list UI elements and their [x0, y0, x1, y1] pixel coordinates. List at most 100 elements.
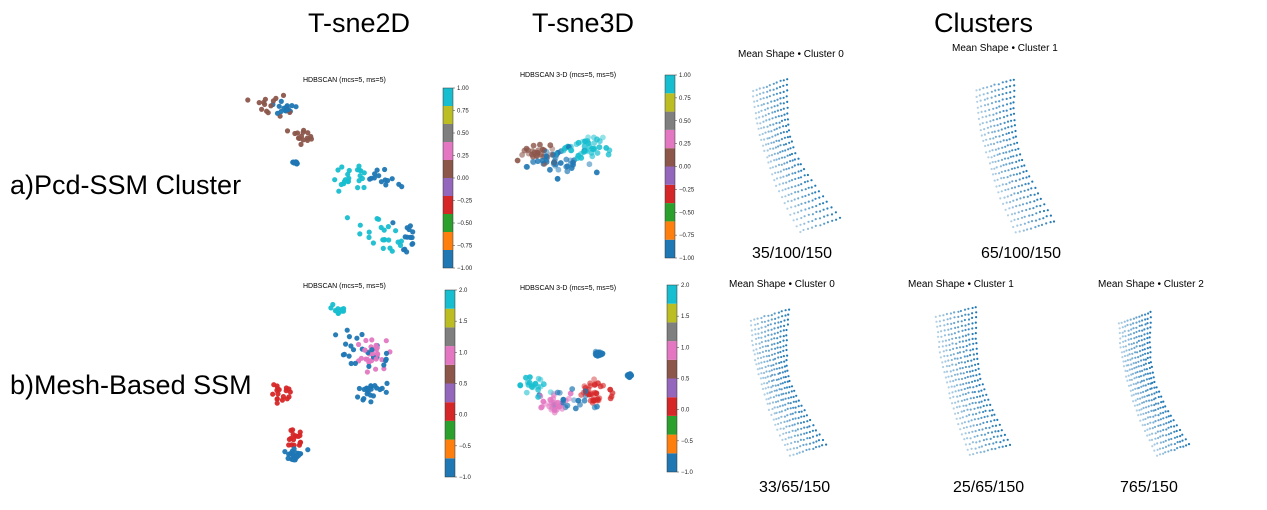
sa1-point-2 [982, 87, 985, 90]
sb1-point-162 [964, 376, 967, 380]
sa1-point-188 [998, 184, 1001, 187]
sb1-point-83 [974, 337, 977, 340]
sb1-point-106 [971, 348, 975, 351]
sb2-point-72 [1120, 351, 1123, 354]
sb0-point-83 [785, 339, 788, 342]
a2d-point-129 [284, 128, 291, 134]
sb2-point-80 [1141, 344, 1144, 347]
sb0-point-55 [773, 332, 776, 335]
a3d-point-50 [547, 166, 553, 173]
sb0-point-280 [791, 429, 794, 432]
sb1-point-282 [981, 428, 984, 431]
b2d-colorbar-segment-1 [445, 439, 455, 459]
sb2-point-206 [1138, 403, 1141, 406]
a2d-point-113 [345, 178, 351, 184]
sa0-point-246 [804, 208, 807, 211]
sb2-point-29 [1132, 327, 1135, 330]
sa0-point-258 [811, 213, 814, 216]
sa1-point-38 [994, 100, 997, 103]
a2d-colorbar-tick-label-4: 0.00 [457, 176, 469, 182]
sb0-point-317 [802, 443, 805, 447]
sb0-point-295 [803, 432, 806, 435]
sb1-point-116 [966, 355, 969, 358]
sb1-point-299 [1000, 429, 1003, 432]
sb1-point-230 [960, 410, 963, 413]
sa0-point-179 [782, 175, 785, 178]
sb0-point-254 [779, 421, 783, 424]
sb2-point-28 [1130, 328, 1133, 331]
sa0-point-25 [762, 97, 765, 100]
b2d-point-109 [383, 350, 390, 356]
sb2-point-184 [1139, 391, 1142, 394]
a3d-point-71 [563, 163, 570, 170]
sa0-point-168 [779, 170, 782, 173]
sa0-point-46 [760, 109, 763, 112]
sa0-point-269 [814, 218, 817, 221]
mean-shape-b0 [749, 308, 828, 457]
sa0-point-181 [787, 173, 790, 176]
sb1-point-208 [963, 398, 966, 402]
b3d-point-136 [594, 397, 601, 404]
sa1-point-169 [1004, 169, 1007, 173]
b2d-point-102 [364, 387, 370, 393]
sb2-point-154 [1149, 372, 1152, 375]
sa1-point-247 [1025, 208, 1028, 212]
sb2-point-201 [1153, 392, 1156, 395]
b2d-point-141 [288, 427, 294, 433]
sa0-point-44 [754, 112, 757, 115]
sa1-point-122 [988, 150, 991, 153]
sa1-point-45 [980, 110, 983, 113]
a2d-point-56 [366, 234, 372, 240]
sb1-point-313 [970, 447, 973, 450]
sb1-point-100 [952, 353, 955, 356]
a3d-colorbar-tick-label-1: 0.75 [679, 96, 691, 102]
a3d-point-100 [583, 147, 589, 154]
sa1-point-190 [1005, 183, 1008, 186]
sb1-point-7 [959, 309, 962, 313]
sa0-point-1 [755, 88, 758, 91]
sb2-point-22 [1146, 317, 1149, 320]
sa1-point-149 [1007, 157, 1010, 160]
sb0-point-158 [766, 382, 769, 385]
sb1-point-175 [967, 381, 971, 384]
sb1-point-181 [951, 391, 954, 394]
sb0-point-281 [794, 429, 797, 432]
sa0-point-166 [774, 171, 777, 174]
sb1-point-270 [979, 423, 982, 426]
sb1-point-192 [949, 397, 952, 400]
sb1-point-274 [993, 419, 996, 422]
b2d-point-99 [330, 301, 336, 308]
sb1-point-188 [972, 386, 975, 389]
sb1-point-126 [960, 361, 963, 364]
sb1-point-236 [979, 406, 982, 409]
sa1-point-223 [1012, 199, 1015, 202]
b2d-point-146 [284, 396, 290, 402]
sa1-point-216 [1023, 189, 1026, 192]
sa0-point-167 [777, 171, 780, 174]
sb1-point-220 [965, 404, 968, 407]
sb2-point-142 [1148, 366, 1151, 370]
sa1-point-280 [1034, 226, 1037, 229]
b3d-colorbar-segment-8 [667, 303, 677, 323]
sa1-point-22 [976, 100, 979, 103]
sa1-point-226 [1022, 196, 1025, 199]
sb2-point-17 [1132, 322, 1135, 325]
sa0-point-211 [787, 193, 790, 196]
sa1-point-225 [1019, 197, 1022, 200]
sb1-point-110 [947, 359, 950, 362]
sa1-point-162 [1015, 160, 1018, 163]
sb1-point-180 [948, 392, 951, 395]
sb0-point-10 [784, 309, 787, 312]
sb2-point-332 [1179, 445, 1182, 449]
sb1-point-145 [947, 375, 950, 378]
sb0-point-316 [799, 445, 802, 448]
sb1-point-58 [971, 327, 974, 330]
scatter-a3d: 1.000.750.500.250.00−0.25−0.50−0.75−1.00 [514, 73, 695, 262]
a2d-point-54 [280, 92, 287, 98]
sb0-point-38 [757, 332, 760, 335]
sa0-point-140 [787, 148, 790, 151]
b2d-point-92 [274, 396, 280, 402]
sa1-point-51 [1002, 104, 1005, 107]
a3d-point-69 [596, 144, 603, 151]
sb1-point-314 [974, 447, 977, 450]
